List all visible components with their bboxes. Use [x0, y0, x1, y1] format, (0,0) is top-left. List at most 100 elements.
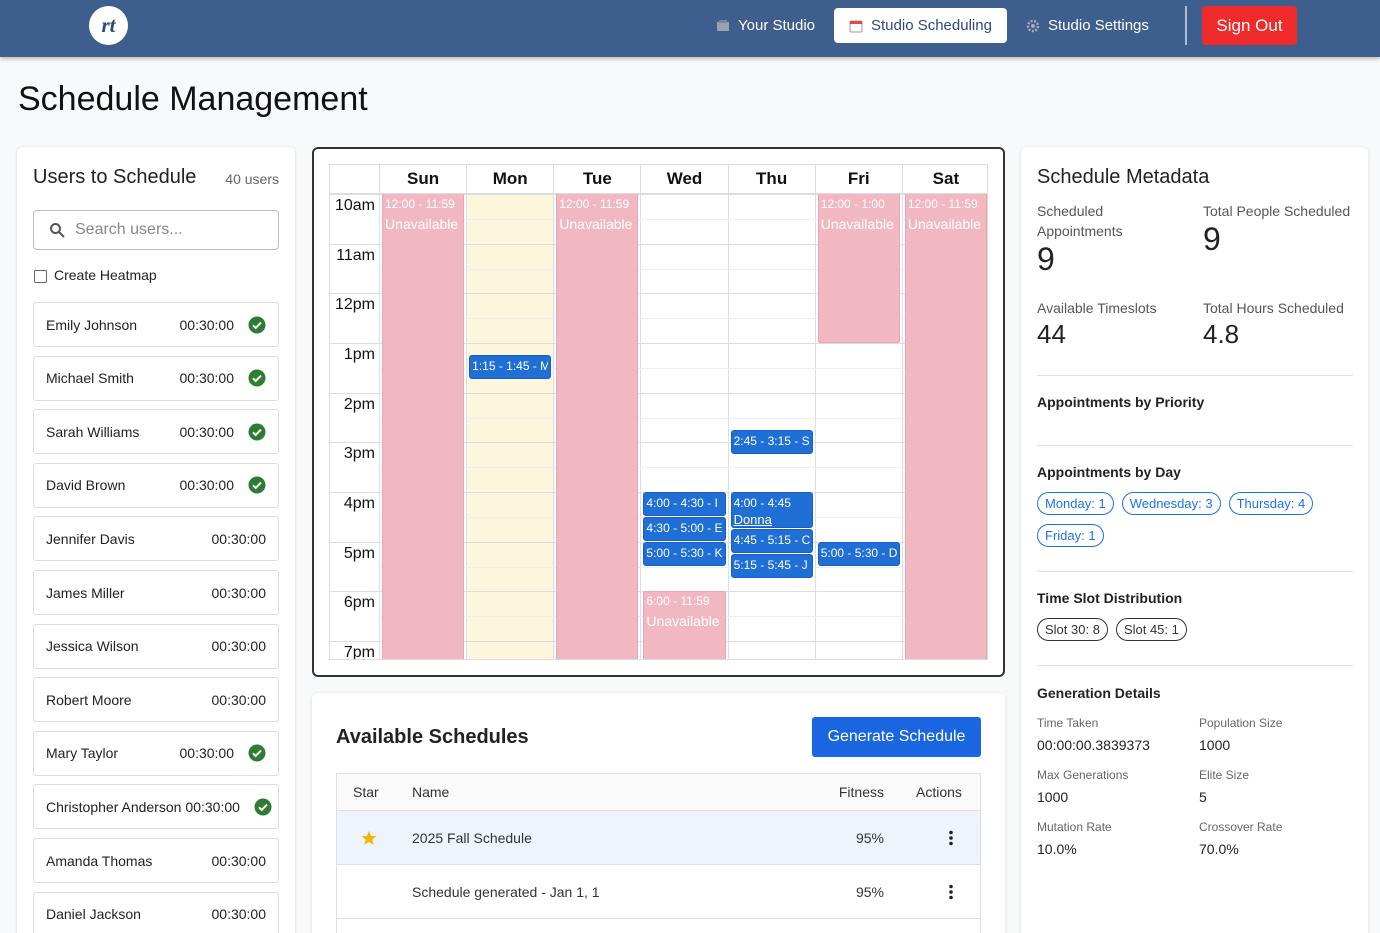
scheduled-check	[248, 369, 266, 387]
schedule-name: Schedule generated - Jan 1, 1	[412, 884, 600, 900]
chip[interactable]: Slot 30: 8	[1037, 618, 1108, 641]
users-count: 40 users	[225, 171, 279, 187]
nav-link[interactable]: Studio Settings	[1011, 8, 1164, 43]
user-item[interactable]: Emily Johnson 00:30:00	[33, 302, 279, 347]
unavailable-label: Unavailable	[385, 216, 459, 232]
schedule-fitness: 95%	[855, 884, 884, 900]
user-item[interactable]: James Miller 00:30:00	[33, 570, 279, 615]
user-name: Christopher Anderson	[46, 798, 182, 815]
user-duration: 00:30:00	[211, 584, 267, 601]
generation-value: 1000	[1199, 737, 1231, 753]
user-item[interactable]: Mary Taylor 00:30:00	[33, 730, 279, 776]
heatmap-checkbox[interactable]	[34, 270, 47, 283]
generation-label: Population Size	[1199, 716, 1283, 730]
table-header: Star Name Fitness Actions	[337, 774, 980, 811]
user-item[interactable]: Michael Smith 00:30:00	[33, 355, 279, 401]
day-header: Wed	[640, 165, 728, 194]
scheduled-check	[248, 476, 266, 494]
user-duration: 00:30:00	[179, 745, 235, 762]
user-item[interactable]: Jennifer Davis 00:30:00	[33, 516, 279, 562]
star-icon[interactable]	[361, 830, 377, 846]
hour-label: 3pm	[343, 445, 375, 463]
user-name: David Brown	[46, 477, 126, 494]
day-column	[814, 194, 902, 659]
metadata-title: Schedule Metadata	[1037, 166, 1210, 188]
user-duration: 00:30:00	[179, 423, 235, 440]
appointment-event[interactable]: 5:15 - 5:45 - J	[730, 554, 813, 578]
chip[interactable]: Wednesday: 3	[1121, 492, 1221, 515]
user-item[interactable]: David Brown 00:30:00	[33, 462, 279, 508]
scheduled-check	[248, 423, 266, 441]
chip[interactable]: Slot 45: 1	[1115, 618, 1187, 641]
hour-line	[330, 343, 987, 345]
appointment-event[interactable]: 2:45 - 3:15 - S	[730, 429, 813, 454]
half-hour-line	[379, 467, 987, 469]
generate-button[interactable]: Generate Schedule	[812, 717, 981, 757]
actions-menu[interactable]	[948, 884, 954, 900]
user-item[interactable]: Jessica Wilson 00:30:00	[33, 623, 279, 669]
user-name: Michael Smith	[46, 370, 134, 387]
stat-value: 9	[1037, 241, 1055, 277]
icon-shape	[252, 321, 262, 329]
icon-shape	[58, 231, 65, 238]
chip[interactable]: Friday: 1	[1037, 524, 1104, 547]
schedule-row[interactable]: 2025 Fall Schedule 95%	[337, 811, 980, 865]
appointment-event[interactable]: 5:00 - 5:30 - D	[817, 541, 900, 566]
appointment-event[interactable]: 1:15 - 1:45 - M	[469, 355, 552, 380]
user-duration: 00:30:00	[179, 477, 235, 494]
nav-link[interactable]: Your Studio	[701, 8, 830, 43]
calendar-grid: 10am 11am 12pm 1pm 2pm 3pm 4pm 5pm 6pm 7pm 12:00 -…	[329, 164, 988, 660]
icon-shape	[248, 423, 266, 441]
day-column	[379, 194, 466, 659]
generation-item: Max Generations 1000	[1037, 767, 1197, 807]
search-icon	[50, 223, 65, 238]
stat: Total People Scheduled 9	[1203, 201, 1363, 257]
appointment-event[interactable]: 5:00 - 5:30 - K	[643, 541, 726, 566]
icon-shape	[1026, 19, 1040, 32]
user-name: James Miller	[46, 584, 125, 601]
users-title: Users to Schedule	[33, 166, 197, 188]
user-item[interactable]: Amanda Thomas 00:30:00	[33, 838, 279, 883]
appointment-event[interactable]: 4:30 - 5:00 - E	[643, 516, 726, 541]
appointment-event[interactable]: 4:45 - 5:15 - C	[730, 529, 813, 554]
schedule-row[interactable]: Schedule generated - Jan 1, 1 95%	[337, 865, 980, 919]
day-column	[727, 194, 815, 659]
stat-value: 4.8	[1203, 319, 1240, 349]
user-item[interactable]: Robert Moore 00:30:00	[33, 677, 279, 723]
column-header: Star	[353, 784, 379, 800]
nav-link[interactable]: Studio Scheduling	[834, 8, 1007, 43]
day-header: Sun	[379, 165, 467, 194]
user-item[interactable]: Christopher Anderson 00:30:00	[33, 784, 279, 830]
chip[interactable]: Thursday: 4	[1228, 492, 1314, 515]
event-detail: Donna	[733, 512, 772, 528]
section-title: Time Slot Distribution	[1037, 590, 1183, 606]
hour-label: 12pm	[334, 296, 375, 314]
generation-item: Crossover Rate 70.0%	[1199, 819, 1359, 859]
appointment-event[interactable]: 4:00 - 4:30 - I	[643, 492, 726, 516]
generation-item: Mutation Rate 10.0%	[1037, 819, 1197, 859]
day-header: Fri	[814, 165, 902, 194]
event-text: 4:30 - 5:00 - E	[646, 520, 723, 535]
divider	[1037, 571, 1353, 572]
chip[interactable]: Monday: 1	[1037, 492, 1114, 515]
icon-shape	[949, 841, 953, 846]
user-duration: 00:30:00	[185, 798, 240, 815]
nav-link-label: Studio Settings	[1048, 17, 1149, 34]
unavailable-block: 12:00 - 1:00 Unavailable	[817, 194, 900, 344]
divider	[1037, 445, 1353, 446]
appointment-event[interactable]: 4:00 - 4:45 Donna	[730, 492, 813, 529]
actions-menu[interactable]	[948, 830, 954, 846]
user-item[interactable]: Daniel Jackson 00:30:00	[33, 891, 279, 933]
stat: Scheduled Appointments 9	[1037, 201, 1167, 277]
divider	[1037, 665, 1353, 666]
user-item[interactable]: Sarah Williams 00:30:00	[33, 409, 279, 455]
hour-label: 11am	[336, 246, 375, 264]
search-box[interactable]: Search users...	[33, 210, 279, 250]
logo[interactable]: rt	[89, 6, 128, 45]
generation-value: 00:00:00.3839373	[1037, 737, 1150, 753]
stat-label: Total People Scheduled	[1203, 203, 1351, 219]
sign-out-button[interactable]: Sign Out	[1202, 6, 1297, 45]
hour-line	[330, 194, 987, 195]
half-hour-line	[379, 268, 987, 270]
